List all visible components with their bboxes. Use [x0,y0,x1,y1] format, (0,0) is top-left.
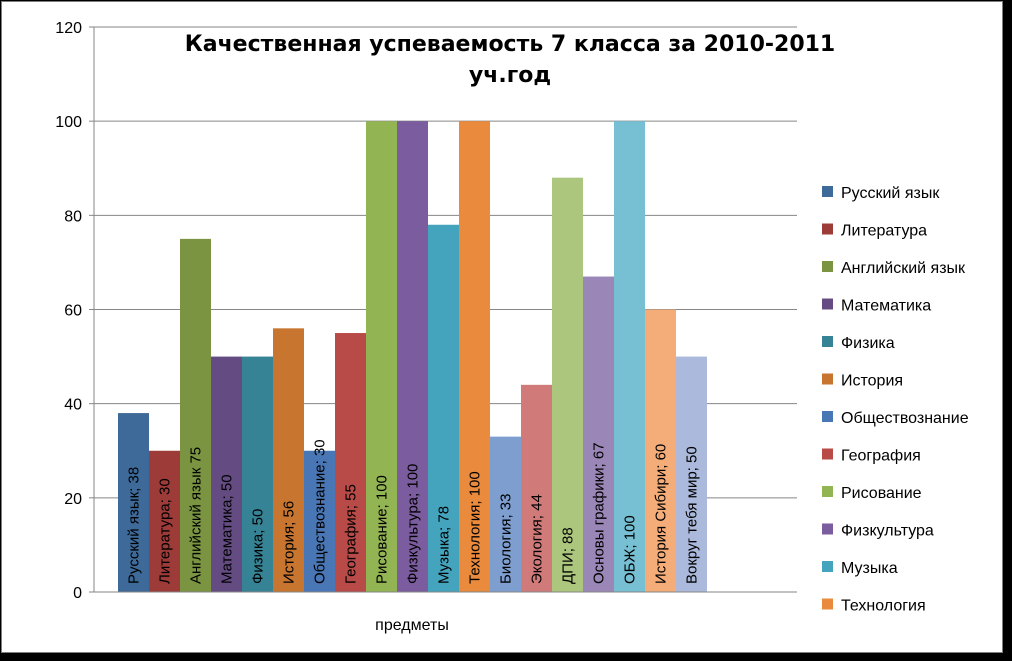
legend-swatch [822,486,833,497]
bar [614,121,645,593]
legend: Русский язык Литература Английский язык Мат… [822,185,969,615]
bar [149,450,180,592]
bar [211,356,242,592]
bar-data-label: ДПИ; 88 [560,527,577,584]
bar-data-label: Английский язык 75 [188,447,205,584]
bar [304,450,335,592]
legend-swatch [822,261,833,272]
bar-data-label: Основы графики; 67 [591,442,608,584]
legend-swatch [822,523,833,535]
chart-title-line-1: Качественная успеваемость 7 класса за 20… [185,32,836,57]
bar-data-label: История; 56 [281,501,298,584]
legend-entry: История [841,373,903,390]
legend-swatch [822,448,833,460]
legend-entry: География [841,448,921,465]
legend-entry: Английский язык [841,260,966,277]
y-tick-label: 0 [73,585,82,602]
legend-entry: Физика [841,335,895,352]
chart-frame: Русский язык; 38 Литература; 30 Английский… [1,1,1003,653]
legend-entry: Рисование [841,485,922,502]
legend-swatch [822,336,833,347]
bar [273,328,304,592]
bar [521,384,552,592]
bar-data-label: Биология; 33 [498,494,515,585]
bar [583,276,614,592]
x-axis-title: предметы [375,617,449,634]
bar [645,309,676,592]
y-tick-label: 20 [64,491,82,508]
bar-data-label: ОБЖ; 100 [622,515,639,584]
y-tick-label: 80 [64,208,82,225]
legend-entry: Технология [841,598,926,615]
legend-entry: Музыка [841,560,898,577]
legend-entry: Физкультура [841,523,934,540]
chart-title-line-2: уч.год [469,63,551,88]
bar-data-label: Вокруг тебя мир; 50 [684,446,701,584]
bar [397,121,428,593]
bar-data-label: Рисование; 100 [374,475,391,584]
bar [180,238,211,592]
legend-swatch [822,186,833,197]
bar-data-label: Математика; 50 [219,474,236,584]
legend-swatch [822,373,833,385]
bar-data-label: Обществознание; 30 [312,439,329,584]
bar [428,224,459,592]
bar [242,356,273,592]
legend-swatch [822,223,833,235]
bars [118,121,707,593]
bar-labels: Русский язык; 38 Литература; 30 Английский… [126,439,701,584]
bar [490,436,521,592]
bar [459,121,490,593]
legend-swatch [822,598,833,610]
bar-data-label: Литература; 30 [157,478,174,584]
y-tick-label: 120 [55,20,82,37]
bar-data-label: Экология; 44 [529,494,546,584]
legend-swatch [822,561,833,572]
legend-entry: Обществознание [841,410,969,427]
bar-data-label: Русский язык; 38 [126,467,143,584]
bar-data-label: Физика; 50 [250,509,267,584]
legend-swatch [822,411,833,422]
legend-swatch [822,298,833,310]
y-tick-label: 40 [64,397,82,414]
y-tick-label: 100 [55,114,82,131]
bar [366,121,397,593]
bar [676,356,707,592]
y-tick-labels: 0 20 40 60 80 100 120 [55,20,94,602]
bar [335,333,366,592]
bar [118,413,149,592]
legend-entry: Математика [841,298,931,315]
bar-data-label: История Сибири; 60 [653,444,670,584]
legend-entry: Литература [841,223,927,240]
legend-entry: Русский язык [841,185,940,202]
y-tick-label: 60 [64,303,82,320]
bar [552,177,583,592]
chart: Русский язык; 38 Литература; 30 Английский… [55,20,969,634]
bar-data-label: Музыка; 78 [436,506,453,584]
bar-data-label: Технология; 100 [467,471,484,584]
bar-data-label: Физкультура; 100 [405,464,422,584]
bar-data-label: География; 55 [343,484,360,584]
